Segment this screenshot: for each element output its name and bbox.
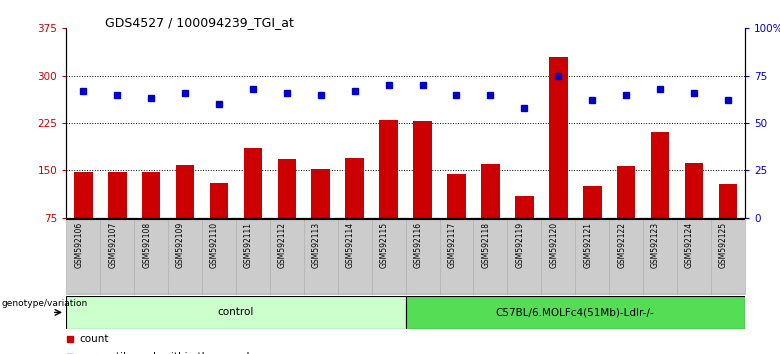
Bar	[651, 132, 669, 265]
Text: percentile rank within the sample: percentile rank within the sample	[80, 352, 256, 354]
Text: GDS4527 / 100094239_TGI_at: GDS4527 / 100094239_TGI_at	[105, 16, 294, 29]
Bar	[168, 219, 202, 294]
Bar	[576, 219, 609, 294]
Text: C57BL/6.MOLFc4(51Mb)-Ldlr-/-: C57BL/6.MOLFc4(51Mb)-Ldlr-/-	[496, 307, 654, 318]
Bar	[685, 163, 704, 265]
Bar	[243, 148, 262, 265]
Bar	[507, 219, 541, 294]
Bar	[677, 219, 711, 294]
Bar	[481, 164, 500, 265]
Text: GSM592119: GSM592119	[516, 222, 524, 268]
Text: GSM592122: GSM592122	[617, 222, 626, 268]
Bar	[515, 196, 534, 265]
Bar	[541, 219, 576, 294]
Text: GSM592120: GSM592120	[549, 222, 558, 268]
Text: genotype/variation: genotype/variation	[2, 299, 87, 308]
Bar	[108, 172, 126, 265]
Bar	[304, 219, 338, 294]
Bar	[346, 158, 364, 265]
Text: GSM592107: GSM592107	[108, 222, 117, 268]
Bar	[66, 219, 101, 294]
Bar	[583, 186, 601, 265]
Bar	[440, 219, 473, 294]
Bar	[643, 219, 677, 294]
Text: GSM592111: GSM592111	[244, 222, 253, 268]
Bar	[711, 219, 745, 294]
Bar	[609, 219, 643, 294]
Bar	[406, 296, 745, 329]
Bar	[278, 159, 296, 265]
Bar	[134, 219, 168, 294]
Text: GSM592113: GSM592113	[312, 222, 321, 268]
Bar	[413, 121, 432, 265]
Text: GSM592112: GSM592112	[278, 222, 287, 268]
Text: GSM592110: GSM592110	[210, 222, 219, 268]
Bar	[379, 120, 398, 265]
Bar	[74, 172, 93, 265]
Bar	[236, 219, 270, 294]
Bar	[176, 165, 194, 265]
Bar	[617, 166, 636, 265]
Text: GSM592124: GSM592124	[685, 222, 694, 268]
Bar	[338, 219, 372, 294]
Text: count: count	[80, 334, 109, 344]
Bar	[270, 219, 304, 294]
Text: GSM592117: GSM592117	[448, 222, 456, 268]
Text: control: control	[218, 307, 254, 318]
Bar	[210, 183, 229, 265]
Bar	[549, 57, 568, 265]
Text: GSM592125: GSM592125	[719, 222, 728, 268]
Bar	[447, 174, 466, 265]
Text: GSM592114: GSM592114	[346, 222, 355, 268]
Bar	[371, 219, 406, 294]
Text: GSM592108: GSM592108	[142, 222, 151, 268]
Bar	[101, 219, 134, 294]
Bar	[142, 172, 161, 265]
Bar	[473, 219, 508, 294]
Bar	[311, 169, 330, 265]
Bar	[66, 296, 406, 329]
Bar	[718, 184, 737, 265]
Bar	[406, 219, 440, 294]
Text: GSM592123: GSM592123	[651, 222, 660, 268]
Text: GSM592109: GSM592109	[176, 222, 185, 268]
Text: GSM592116: GSM592116	[413, 222, 423, 268]
Text: GSM592115: GSM592115	[380, 222, 388, 268]
Text: GSM592118: GSM592118	[481, 222, 491, 268]
Bar	[202, 219, 236, 294]
Text: GSM592106: GSM592106	[74, 222, 83, 268]
Text: GSM592121: GSM592121	[583, 222, 592, 268]
